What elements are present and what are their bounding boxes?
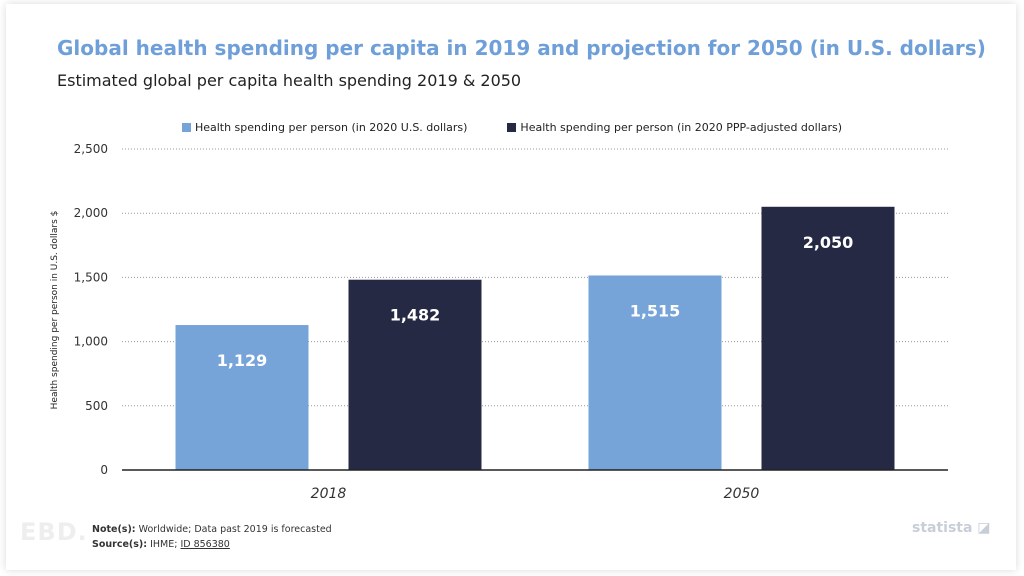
legend-label-ppp: Health spending per person (in 2020 PPP-… <box>520 121 843 134</box>
chart-notes: Note(s): Worldwide; Data past 2019 is fo… <box>92 522 332 552</box>
y-tick-label: 2,000 <box>74 206 108 220</box>
y-tick-label: 1,000 <box>74 335 108 349</box>
x-tick-label: 2018 <box>311 486 347 502</box>
ebd-logo: EBD. <box>20 518 88 546</box>
data-label: 1,129 <box>217 351 268 370</box>
legend-swatch-ppp <box>507 123 517 132</box>
bar <box>588 275 722 470</box>
note-text: Worldwide; Data past 2019 is forecasted <box>138 524 332 535</box>
y-axis-title: Health spending per person in U.S. dolla… <box>50 211 60 410</box>
bar <box>761 206 895 470</box>
x-tick-label: 2050 <box>724 486 760 502</box>
legend-label-usd: Health spending per person (in 2020 U.S.… <box>194 121 468 134</box>
source-label: Source(s): <box>92 539 148 550</box>
source-id-link[interactable]: ID 856380 <box>180 539 230 550</box>
y-tick-label: 0 <box>100 463 108 477</box>
data-label: 1,482 <box>390 306 441 325</box>
statista-logo: statista ◪ <box>912 520 991 536</box>
bar <box>348 279 482 470</box>
legend-swatch-usd <box>181 123 191 132</box>
data-label: 2,050 <box>803 233 854 252</box>
legend-item-ppp[interactable]: Health spending per person (in 2020 PPP-… <box>507 121 842 134</box>
y-tick-label: 2,500 <box>74 142 108 156</box>
y-tick-label: 500 <box>85 399 108 413</box>
note-label: Note(s): <box>92 524 136 535</box>
chart-title: Global health spending per capita in 201… <box>57 36 986 60</box>
bar <box>175 325 309 470</box>
legend: Health spending per person (in 2020 U.S.… <box>0 121 1024 134</box>
legend-item-usd[interactable]: Health spending per person (in 2020 U.S.… <box>181 121 468 134</box>
data-label: 1,515 <box>630 301 681 320</box>
source-text: IHME; <box>150 539 178 550</box>
y-tick-label: 1,500 <box>74 270 108 284</box>
chart-subtitle: Estimated global per capita health spend… <box>57 71 522 90</box>
